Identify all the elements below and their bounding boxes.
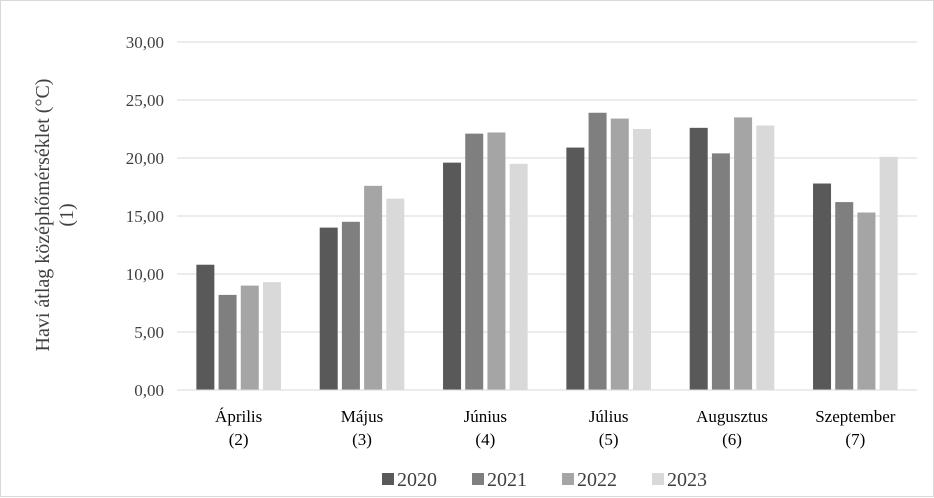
y-tick-label: 25,00	[126, 91, 164, 110]
x-axis-categories: Április (2) Május (3) Június (4) Július (5) Augu…	[215, 407, 896, 449]
y-tick-label: 30,00	[126, 33, 164, 52]
x-category-label: Július	[589, 407, 629, 426]
x-category-number: (4)	[475, 430, 495, 449]
bar-2022-2	[487, 132, 506, 391]
bar-2022-0	[240, 285, 259, 390]
x-category-label: Június	[464, 407, 507, 426]
bar-2020-3	[566, 147, 585, 390]
y-tick-label: 15,00	[126, 207, 164, 226]
bar-2022-3	[610, 118, 629, 390]
legend-label-2022: 2022	[577, 469, 617, 491]
bar-2021-5	[835, 202, 854, 390]
bar-2020-4	[689, 127, 708, 390]
legend-swatch-2020	[382, 473, 394, 485]
bar-2022-1	[364, 185, 383, 390]
bar-2020-5	[813, 183, 832, 390]
bar-2021-4	[711, 153, 730, 390]
bar-2023-2	[509, 163, 528, 390]
y-axis-label: Havi átlag középhőmérséklet (°C) (1)	[32, 79, 78, 352]
y-tick-label: 0,00	[134, 381, 164, 400]
bar-2020-1	[319, 227, 338, 390]
legend-label-2021: 2021	[487, 469, 527, 491]
x-category-label: Augusztus	[696, 407, 768, 426]
y-axis-label-line1: Havi átlag középhőmérséklet (°C)	[32, 79, 54, 352]
bar-2020-2	[443, 162, 462, 390]
x-category-number: (7)	[845, 430, 865, 449]
legend-label-2020: 2020	[397, 469, 437, 491]
legend-swatch-2022	[562, 473, 574, 485]
bars	[196, 112, 898, 391]
bar-2021-2	[465, 133, 484, 390]
x-category-label: Április	[215, 407, 262, 426]
y-axis-ticks: 0,00 5,00 10,00 15,00 20,00 25,00 30,00	[126, 33, 164, 400]
bar-2021-0	[218, 294, 237, 390]
x-category-number: (3)	[352, 430, 372, 449]
bar-2023-0	[262, 282, 281, 390]
bar-2020-0	[196, 264, 215, 390]
x-category-label: Szeptember	[815, 407, 896, 426]
x-category-number: (5)	[599, 430, 619, 449]
bar-2023-1	[386, 198, 405, 390]
bar-2022-4	[734, 117, 753, 391]
bar-2023-5	[879, 156, 898, 390]
x-category-number: (2)	[229, 430, 249, 449]
legend-label-2023: 2023	[667, 469, 707, 491]
bar-2021-1	[341, 221, 360, 390]
legend-swatch-2021	[472, 473, 484, 485]
gridlines	[177, 41, 917, 333]
legend-swatch-2023	[652, 473, 664, 485]
legend: 2020 2021 2022 2023	[382, 469, 707, 491]
y-axis-label-line2: (1)	[56, 203, 78, 226]
y-tick-label: 20,00	[126, 149, 164, 168]
bar-2023-4	[756, 125, 775, 391]
bar-2022-5	[857, 212, 876, 390]
bar-2023-3	[632, 129, 651, 390]
y-tick-label: 10,00	[126, 265, 164, 284]
x-category-number: (6)	[722, 430, 742, 449]
bar-2021-3	[588, 112, 607, 390]
x-category-label: Május	[341, 407, 384, 426]
y-tick-label: 5,00	[134, 323, 164, 342]
